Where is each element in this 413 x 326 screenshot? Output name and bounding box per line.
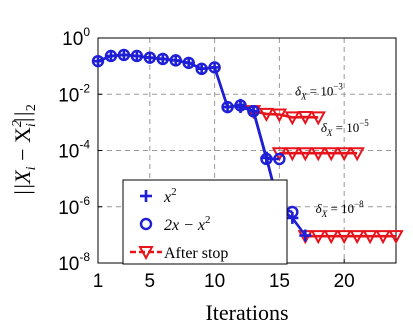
y-label-sub-2: 2 bbox=[24, 104, 39, 111]
x-tick-label: 5 bbox=[145, 271, 156, 292]
svg-text:||Xi − X2i||2: ||Xi − X2i||2 bbox=[10, 104, 39, 196]
plus-marker bbox=[140, 190, 152, 202]
legend-label-sup: 2 bbox=[171, 186, 177, 198]
y-tick-base: 10 bbox=[58, 198, 79, 219]
triangle-marker bbox=[349, 230, 365, 245]
triangle-marker bbox=[258, 107, 275, 122]
triangle-marker bbox=[310, 230, 326, 245]
ann-mid: = 10 bbox=[306, 84, 333, 99]
y-tick-exponent: -6 bbox=[79, 194, 90, 208]
circle-marker bbox=[139, 217, 153, 231]
plus-marker bbox=[104, 49, 117, 62]
y-tick-label: 10-2 bbox=[58, 81, 90, 106]
y-label-minus: − X bbox=[10, 127, 35, 166]
plus-marker bbox=[260, 151, 273, 164]
plus-marker bbox=[156, 52, 169, 65]
y-axis-label: ||Xi − X2i||2 bbox=[10, 104, 39, 196]
y-tick-base: 10 bbox=[58, 254, 79, 275]
legend-entry: 2x − x2 bbox=[139, 214, 211, 234]
ann-sub: X bbox=[321, 209, 328, 219]
legend-label: 2x − x2 bbox=[164, 214, 211, 234]
ann-sup: −5 bbox=[359, 118, 369, 128]
plus-marker bbox=[208, 61, 221, 74]
x-tick-label: 10 bbox=[204, 271, 225, 292]
plus-marker bbox=[182, 56, 195, 69]
y-label-norm-close: || bbox=[10, 111, 35, 123]
x-tick-label: 20 bbox=[334, 271, 355, 292]
triangle-marker bbox=[297, 147, 313, 162]
threshold-annotation: δX = 10−8 bbox=[316, 199, 364, 219]
plus-marker bbox=[130, 49, 143, 62]
triangle-marker bbox=[323, 147, 339, 162]
y-tick-base: 10 bbox=[62, 29, 83, 50]
y-tick-base: 10 bbox=[58, 142, 79, 163]
threshold-annotation: δX = 10−3 bbox=[295, 82, 343, 102]
y-tick-exponent: -2 bbox=[79, 81, 90, 95]
triangle-marker bbox=[388, 230, 404, 245]
triangle-marker bbox=[138, 246, 154, 261]
x-tick-label: 15 bbox=[269, 271, 290, 292]
triangle-marker bbox=[310, 111, 326, 126]
triangle-marker bbox=[336, 230, 352, 245]
y-tick-exponent: -4 bbox=[79, 138, 90, 152]
series-layer bbox=[91, 48, 404, 245]
y-label-sub-i2: i bbox=[24, 123, 39, 127]
triangle-marker bbox=[297, 111, 313, 126]
y-tick-base: 10 bbox=[58, 85, 79, 106]
legend-entry: x2 bbox=[140, 186, 177, 206]
legend-label: After stop bbox=[164, 245, 228, 262]
ann-sub: X bbox=[300, 92, 307, 102]
plus-marker bbox=[286, 211, 299, 224]
triangle-marker bbox=[362, 230, 378, 245]
triangle-marker bbox=[284, 147, 301, 162]
y-tick-label: 10-4 bbox=[58, 138, 90, 163]
ann-sub: X bbox=[326, 128, 333, 138]
triangle-marker bbox=[375, 230, 391, 245]
ann-base: δ bbox=[321, 120, 328, 135]
y-tick-exponent: 0 bbox=[83, 25, 90, 39]
y-tick-exponent: -8 bbox=[79, 250, 90, 264]
plus-marker bbox=[221, 101, 234, 114]
triangle-marker bbox=[323, 230, 339, 245]
legend-label-sup: 2 bbox=[205, 214, 211, 226]
plus-marker bbox=[92, 55, 104, 68]
ann-base: δ bbox=[295, 84, 302, 99]
x-tick-label: 1 bbox=[93, 271, 104, 292]
plus-marker bbox=[247, 105, 260, 118]
plus-marker bbox=[195, 62, 208, 75]
annotations: δX = 10−3δX = 10−5δX = 10−8 bbox=[295, 82, 369, 219]
threshold-annotation: δX = 10−5 bbox=[321, 118, 369, 138]
triangle-marker bbox=[271, 108, 288, 123]
legend-label-base: x bbox=[163, 189, 171, 206]
triangle-marker bbox=[284, 111, 301, 126]
legend-label-base: 2x − x bbox=[164, 217, 205, 234]
y-label-sub-i: i bbox=[24, 166, 39, 170]
ann-base: δ bbox=[316, 201, 323, 216]
y-tick-label: 10-6 bbox=[58, 194, 90, 219]
plus-marker bbox=[117, 48, 130, 61]
legend-entry: After stop bbox=[130, 245, 228, 262]
plus-marker bbox=[143, 51, 156, 64]
triangle-marker bbox=[349, 147, 365, 162]
y-tick-label: 10-8 bbox=[58, 250, 90, 275]
triangle-marker bbox=[310, 147, 326, 162]
ann-sup: −8 bbox=[354, 199, 364, 209]
ann-sup: −3 bbox=[333, 82, 343, 92]
plus-marker bbox=[234, 101, 247, 114]
plus-marker bbox=[169, 54, 182, 67]
y-tick-label: 100 bbox=[62, 25, 90, 50]
y-label-sup-2: 2 bbox=[10, 120, 25, 127]
y-label-norm-open: ||X bbox=[10, 169, 35, 196]
ann-mid: = 10 bbox=[327, 201, 354, 216]
circle-marker bbox=[273, 152, 286, 166]
ann-mid: = 10 bbox=[332, 120, 359, 135]
triangle-marker bbox=[336, 147, 352, 162]
plus-marker bbox=[299, 229, 312, 242]
legend-label: x2 bbox=[163, 186, 177, 206]
x-axis-label: Iterations bbox=[205, 300, 288, 325]
